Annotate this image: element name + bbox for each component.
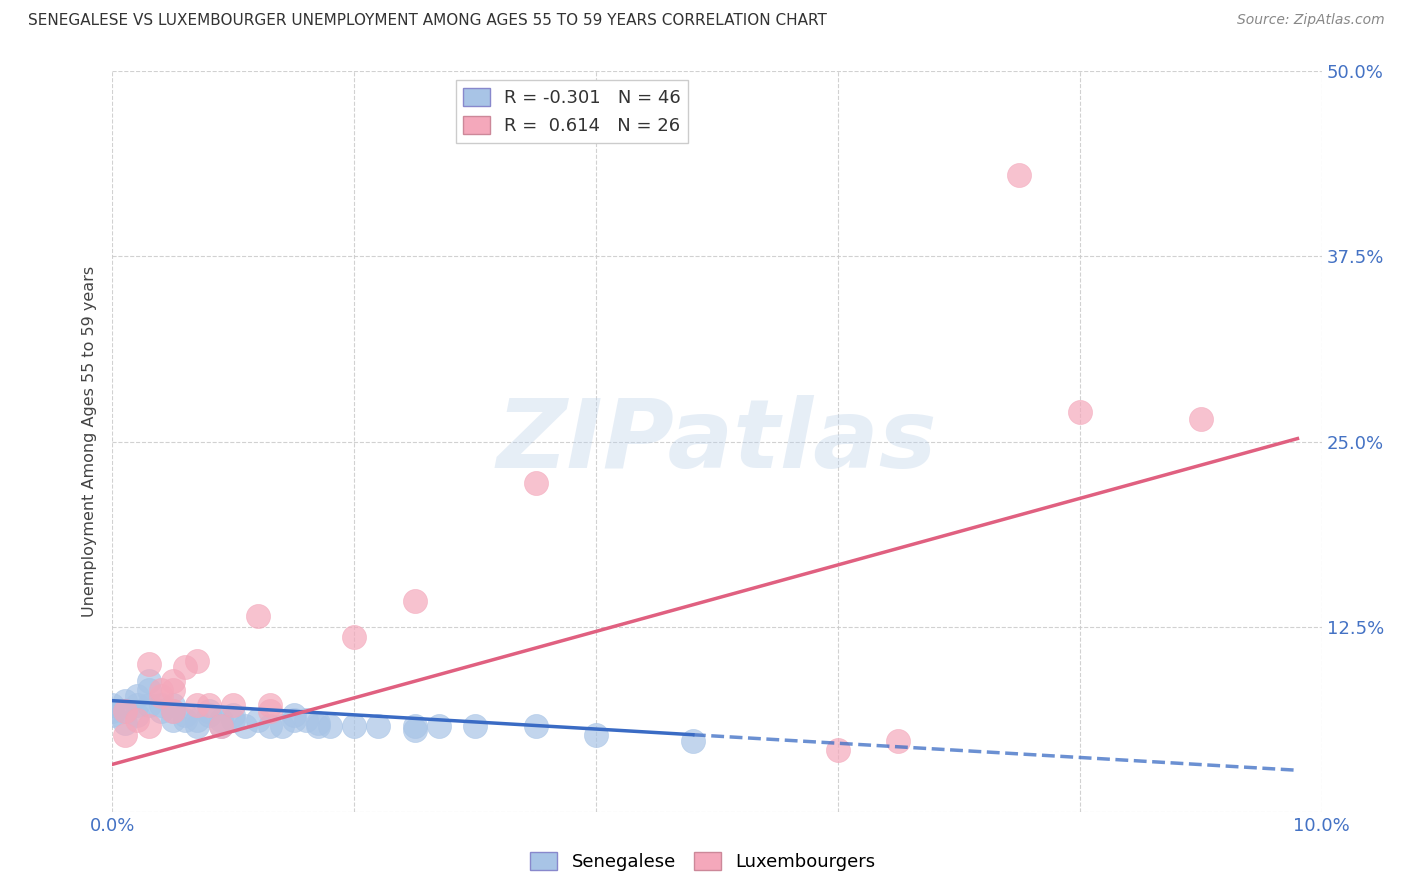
Point [367, 719, 389, 733]
Point [682, 733, 704, 747]
Text: Source: ZipAtlas.com: Source: ZipAtlas.com [1237, 13, 1385, 28]
Point [1189, 412, 1212, 426]
Point [222, 708, 245, 723]
Point [174, 659, 197, 673]
Point [283, 708, 305, 723]
Point [307, 715, 329, 730]
Point [307, 719, 329, 733]
Point [125, 698, 148, 712]
Point [186, 713, 208, 727]
Point [125, 708, 148, 723]
Point [259, 719, 281, 733]
Point [404, 594, 426, 608]
Point [114, 715, 136, 730]
Point [404, 723, 426, 738]
Point [198, 708, 221, 723]
Point [149, 704, 172, 718]
Point [101, 704, 124, 718]
Point [114, 728, 136, 742]
Point [186, 698, 208, 712]
Point [114, 704, 136, 718]
Point [174, 708, 197, 723]
Point [259, 704, 281, 718]
Point [246, 609, 269, 624]
Point [149, 690, 172, 704]
Point [138, 719, 160, 733]
Legend: Senegalese, Luxembourgers: Senegalese, Luxembourgers [523, 845, 883, 879]
Point [149, 683, 172, 698]
Point [149, 698, 172, 712]
Point [114, 704, 136, 718]
Point [464, 719, 486, 733]
Point [162, 683, 184, 698]
Point [222, 713, 245, 727]
Point [162, 704, 184, 718]
Point [174, 713, 197, 727]
Point [887, 733, 910, 747]
Point [138, 657, 160, 671]
Point [125, 713, 148, 727]
Point [114, 694, 136, 708]
Point [186, 719, 208, 733]
Point [101, 698, 124, 712]
Point [404, 719, 426, 733]
Point [319, 719, 342, 733]
Point [295, 713, 318, 727]
Point [198, 704, 221, 718]
Point [827, 742, 849, 756]
Point [270, 719, 292, 733]
Point [524, 475, 547, 490]
Point [186, 654, 208, 668]
Point [162, 704, 184, 718]
Point [222, 698, 245, 712]
Point [162, 713, 184, 727]
Point [198, 698, 221, 712]
Point [101, 708, 124, 723]
Point [585, 728, 607, 742]
Point [162, 698, 184, 712]
Point [162, 674, 184, 689]
Point [259, 698, 281, 712]
Point [1069, 405, 1091, 419]
Point [283, 713, 305, 727]
Point [209, 719, 232, 733]
Point [246, 713, 269, 727]
Legend: R = -0.301   N = 46, R =  0.614   N = 26: R = -0.301 N = 46, R = 0.614 N = 26 [456, 80, 689, 143]
Point [1008, 168, 1031, 182]
Point [138, 698, 160, 712]
Point [138, 674, 160, 689]
Text: SENEGALESE VS LUXEMBOURGER UNEMPLOYMENT AMONG AGES 55 TO 59 YEARS CORRELATION CH: SENEGALESE VS LUXEMBOURGER UNEMPLOYMENT … [28, 13, 827, 29]
Point [125, 690, 148, 704]
Point [343, 630, 366, 644]
Point [343, 719, 366, 733]
Point [235, 719, 257, 733]
Point [524, 719, 547, 733]
Point [209, 713, 232, 727]
Point [138, 683, 160, 698]
Point [209, 719, 232, 733]
Point [427, 719, 450, 733]
Text: ZIPatlas: ZIPatlas [496, 395, 938, 488]
Y-axis label: Unemployment Among Ages 55 to 59 years: Unemployment Among Ages 55 to 59 years [82, 266, 97, 617]
